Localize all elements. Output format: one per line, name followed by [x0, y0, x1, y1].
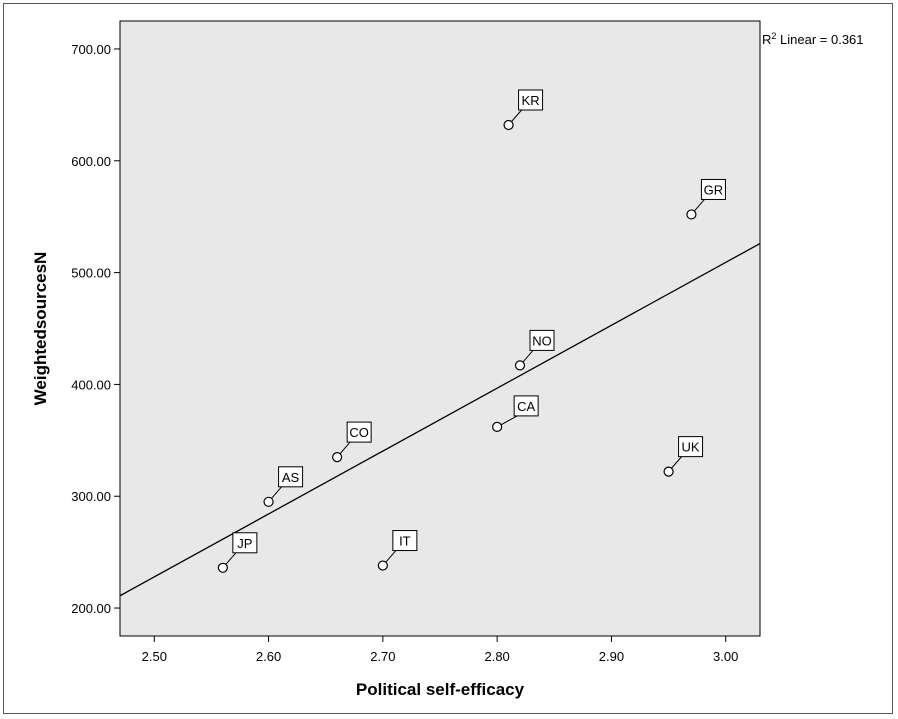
x-tick-label: 2.70: [370, 649, 395, 664]
y-axis-title: WeightedsourcesN: [31, 252, 50, 406]
point-label-box: [278, 466, 304, 488]
point-label: UK: [682, 440, 700, 455]
points-group: KR GR NO CA CO UK AS JP IT: [217, 89, 726, 573]
x-tick-label: 2.60: [256, 649, 281, 664]
y-tick-label: 400.00: [71, 377, 111, 392]
x-axis-title: Political self-efficacy: [356, 680, 525, 699]
y-tick-label: 700.00: [71, 42, 111, 57]
r2-value: Linear = 0.361: [776, 32, 863, 47]
x-tick-label: 2.90: [599, 649, 624, 664]
plot-area: [119, 20, 761, 637]
r2-prefix: R: [762, 32, 771, 47]
data-point: [332, 451, 343, 463]
x-tick-label: 2.80: [484, 649, 509, 664]
point-label-box: [678, 436, 704, 458]
point-label-box: [529, 329, 555, 351]
y-tick-label: 600.00: [71, 154, 111, 169]
data-point: [492, 421, 503, 432]
y-tick-label: 200.00: [71, 601, 111, 616]
point-label-box: [513, 395, 539, 417]
data-point: [503, 119, 514, 131]
point-label: CA: [517, 399, 535, 414]
point-label: GR: [704, 182, 724, 197]
point-label: CO: [349, 425, 369, 440]
axes: 2.50 2.60 2.70 2.80 2.90 3.00 200.00 300.00 400.…: [71, 42, 738, 664]
y-tick-label: 300.00: [71, 489, 111, 504]
point-label: AS: [282, 470, 300, 485]
data-point: [686, 209, 697, 220]
point-label-box: [518, 89, 544, 111]
point-label-box: [392, 530, 418, 552]
point-label: KR: [522, 93, 540, 108]
r2-annotation: R2 Linear = 0.361: [762, 31, 864, 47]
fit-line: [119, 242, 761, 597]
x-tick-label: 2.50: [142, 649, 167, 664]
point-label: JP: [237, 536, 252, 551]
point-label: IT: [399, 534, 411, 549]
data-point: [217, 562, 228, 573]
data-point: [377, 560, 388, 571]
point-label-box: [232, 532, 258, 554]
r2-superscript: 2: [771, 31, 776, 41]
data-point: [263, 496, 274, 507]
x-tick-label: 3.00: [713, 649, 738, 664]
y-tick-label: 500.00: [71, 266, 111, 281]
data-point: [663, 466, 674, 477]
point-label: NO: [532, 333, 552, 348]
data-point: [514, 360, 526, 371]
fit-line-group: [119, 242, 761, 597]
point-label-box: [700, 178, 726, 200]
point-label-box: [346, 421, 372, 443]
